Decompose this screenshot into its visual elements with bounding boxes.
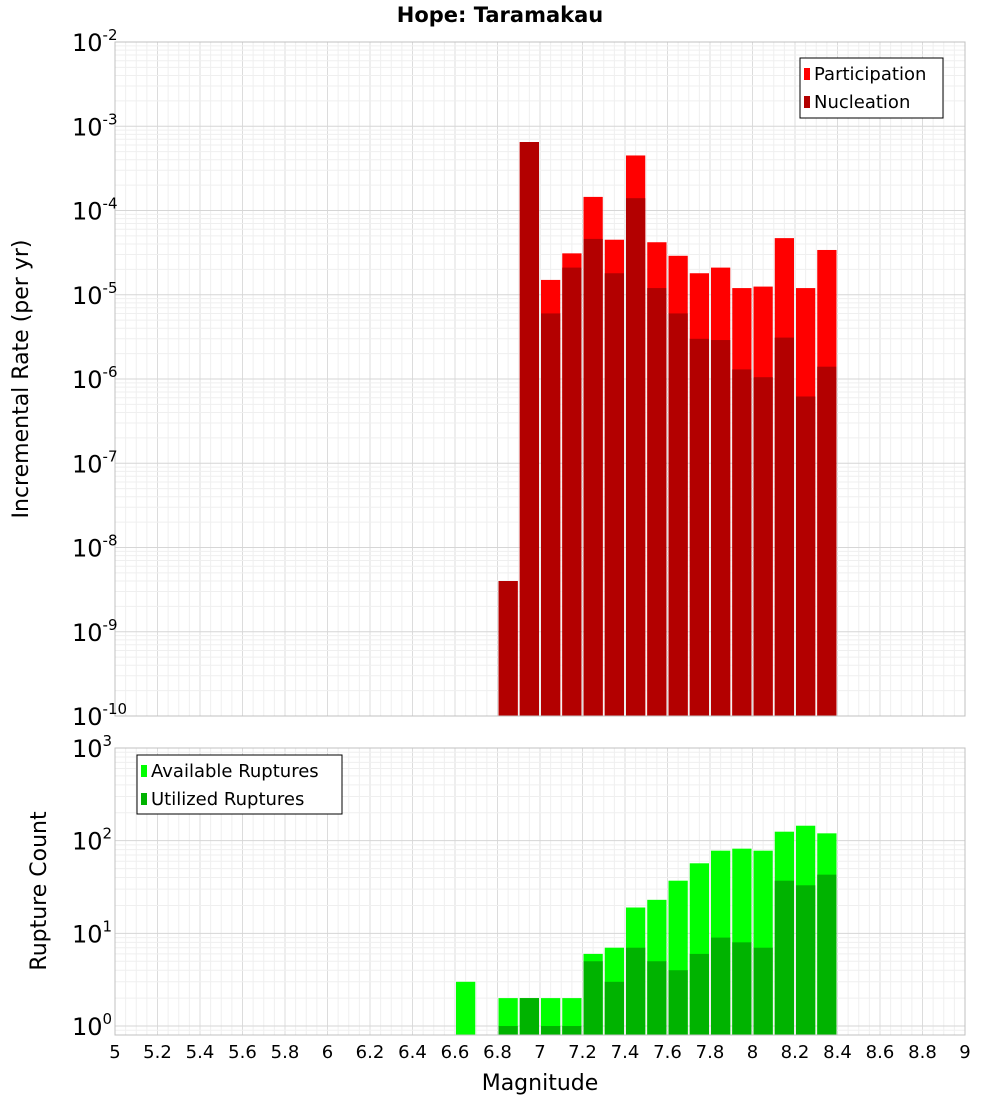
x-tick-label: 8.4 — [823, 1042, 852, 1063]
plot-frame — [114, 747, 966, 1036]
x-tick-label: 8.6 — [866, 1042, 895, 1063]
utilized-bar — [647, 961, 667, 1035]
y-axis-label: Incremental Rate (per yr) — [9, 240, 34, 519]
legend-swatch — [141, 765, 147, 777]
legend-box — [799, 57, 944, 119]
utilized-bar — [541, 1026, 561, 1035]
x-tick-label: 5.4 — [186, 1042, 215, 1063]
x-tick-label: 5.6 — [228, 1042, 257, 1063]
legend-label: Available Ruptures — [151, 761, 319, 782]
legend-swatch — [804, 68, 810, 80]
legend-label: Participation — [814, 64, 926, 85]
x-tick-label: 6.8 — [483, 1042, 512, 1063]
legend-label: Utilized Ruptures — [151, 789, 304, 810]
y-tick-label: 10-3 — [72, 110, 118, 141]
utilized-bar — [711, 937, 731, 1035]
x-axis-label: Magnitude — [482, 1071, 599, 1096]
nucleation-bar — [711, 340, 731, 716]
x-tick-label: 8.2 — [781, 1042, 810, 1063]
rupture-count-panel: 100 101 102 103 Rupture Count Available Ruptu… — [27, 732, 966, 1041]
nucleation-bar — [541, 313, 561, 716]
x-tick-label: 7.8 — [696, 1042, 725, 1063]
x-tick-label: 6.4 — [398, 1042, 427, 1063]
utilized-bar — [689, 953, 709, 1035]
utilized-bar — [774, 880, 794, 1035]
y-tick-label: 10-6 — [72, 363, 118, 394]
x-tick-label: 6.2 — [356, 1042, 385, 1063]
rate-panel: 10-10 10-9 10-8 10-7 10-6 10-5 10-4 10-3 10-2 Inc… — [9, 26, 966, 731]
utilized-bar — [753, 947, 773, 1035]
utilized-bar — [732, 942, 752, 1035]
y-tick-label: 10-10 — [72, 700, 127, 731]
utilized-bar — [519, 998, 539, 1035]
y-tick-label: 102 — [72, 825, 112, 856]
nucleation-bar — [562, 267, 582, 716]
y-tick-label: 10-2 — [72, 26, 118, 57]
utilized-bar — [498, 1026, 518, 1035]
utilized-bar — [604, 981, 624, 1035]
available-bar — [498, 998, 518, 1035]
available-bar — [456, 981, 476, 1035]
legend-swatch — [141, 793, 147, 805]
x-axis: 5 5.2 5.4 5.6 5.8 6 6.2 6.4 6.6 6.8 7 7.2 7.4 7.6 7.8 8… — [109, 1042, 970, 1063]
available-bar — [541, 998, 561, 1035]
x-tick-label: 7.2 — [568, 1042, 597, 1063]
legend-swatch — [804, 96, 810, 108]
x-tick-label: 6 — [322, 1042, 333, 1063]
y-tick-label: 103 — [72, 732, 112, 763]
nucleation-bar — [626, 198, 646, 716]
x-tick-label: 5.2 — [143, 1042, 172, 1063]
x-tick-label: 8.8 — [908, 1042, 937, 1063]
nucleation-bar — [519, 142, 539, 716]
utilized-bar — [796, 885, 816, 1035]
nucleation-bar — [583, 238, 603, 716]
plot-frame — [114, 41, 966, 717]
utilized-bar — [562, 1026, 582, 1035]
x-tick-label: 9 — [959, 1042, 970, 1063]
y-tick-label: 10-8 — [72, 532, 118, 563]
nucleation-bar — [817, 366, 837, 716]
nucleation-bar — [732, 369, 752, 716]
nucleation-bar — [604, 273, 624, 716]
nucleation-bar — [668, 313, 688, 716]
x-tick-label: 6.6 — [441, 1042, 470, 1063]
nucleation-bar — [774, 337, 794, 716]
nucleation-bar — [647, 288, 667, 716]
utilized-bar — [583, 961, 603, 1035]
nucleation-bar — [753, 377, 773, 716]
legend-label: Nucleation — [814, 92, 910, 113]
x-tick-label: 5 — [109, 1042, 120, 1063]
x-tick-label: 7 — [534, 1042, 545, 1063]
utilized-bar — [817, 874, 837, 1035]
x-tick-label: 8 — [747, 1042, 758, 1063]
utilized-bar — [626, 947, 646, 1035]
x-tick-label: 5.8 — [271, 1042, 300, 1063]
y-axis-label: Rupture Count — [27, 811, 52, 971]
chart-title: Hope: Taramakau — [397, 3, 603, 27]
y-tick-label: 10-4 — [72, 195, 118, 226]
available-bar — [562, 998, 582, 1035]
y-tick-label: 10-7 — [72, 447, 118, 478]
nucleation-bar — [689, 338, 709, 716]
y-tick-label: 101 — [72, 917, 112, 948]
legend-box — [136, 754, 343, 815]
nucleation-bar — [498, 581, 518, 716]
nucleation-bar — [796, 396, 816, 716]
y-tick-label: 10-9 — [72, 616, 118, 647]
x-tick-label: 7.4 — [611, 1042, 640, 1063]
x-tick-label: 7.6 — [653, 1042, 682, 1063]
y-tick-label: 10-5 — [72, 279, 118, 310]
utilized-bar — [668, 970, 688, 1035]
y-tick-label: 100 — [72, 1010, 112, 1041]
